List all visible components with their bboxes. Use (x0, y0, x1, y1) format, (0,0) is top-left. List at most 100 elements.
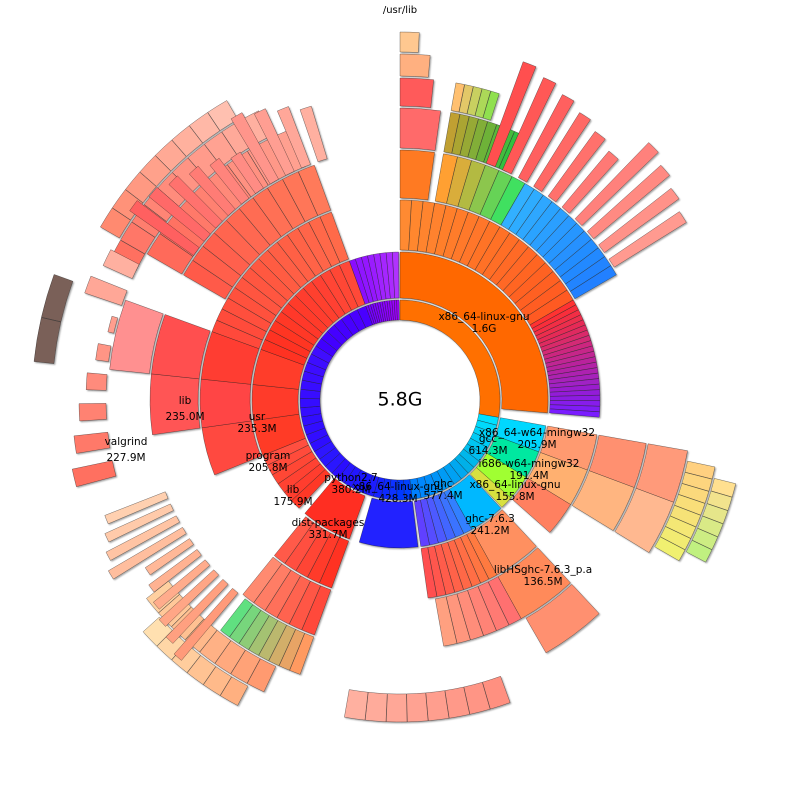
ring5-gcc-1[interactable] (681, 472, 713, 492)
ring1-x86_64-linux-gnu[interactable] (399, 251, 549, 414)
spoke-ne-2[interactable] (518, 94, 575, 183)
ring4-dist-2[interactable] (268, 624, 296, 666)
spoke-sw-7[interactable] (105, 515, 180, 561)
ring4-dist-6[interactable] (229, 604, 262, 644)
spoke-sw-1[interactable] (165, 578, 229, 644)
spoke-nw-2[interactable] (168, 175, 223, 229)
ring7-valgrind-1[interactable] (41, 274, 74, 322)
ring4-b-3[interactable] (467, 118, 488, 160)
spoke-nw-1[interactable] (148, 186, 211, 242)
ring1-dist-packages[interactable] (304, 477, 366, 540)
spoke-sw-2[interactable] (158, 569, 220, 627)
ring4-i686[interactable] (614, 487, 674, 553)
ring1-program[interactable] (251, 384, 300, 421)
ring3-program[interactable] (149, 373, 201, 436)
ring4-b-1[interactable] (451, 114, 470, 156)
ring5-b-2[interactable] (466, 86, 483, 116)
ring5-ghc-6[interactable] (364, 692, 388, 722)
ring3-c-11[interactable] (570, 265, 617, 300)
spoke-ne-4[interactable] (547, 131, 606, 203)
ring1-x86_64-linux-gnu-b[interactable] (358, 497, 419, 549)
ring4-b-0[interactable] (443, 112, 461, 154)
spoke-ne-3[interactable] (533, 112, 591, 192)
spoke-nw-9[interactable] (299, 105, 328, 162)
ring5-ghc-3[interactable] (425, 690, 450, 721)
spoke-ne-1[interactable] (502, 77, 557, 175)
spoke-w-7[interactable] (102, 249, 140, 279)
ring6-misc-6[interactable] (189, 112, 221, 144)
ring5-gcc-2[interactable] (678, 483, 709, 504)
ring4-b-2[interactable] (459, 116, 479, 158)
spoke-ne-8[interactable] (598, 187, 680, 253)
ring5-b-3[interactable] (474, 88, 491, 119)
ring6-dist-0[interactable] (220, 676, 249, 706)
spoke-nw-4[interactable] (209, 157, 250, 205)
spoke-w-4[interactable] (95, 343, 112, 362)
ring6-gcc-4[interactable] (691, 528, 718, 550)
ring5-b-1[interactable] (458, 84, 474, 114)
ring6-misc-2[interactable] (125, 171, 157, 204)
spoke-w-1[interactable] (73, 431, 111, 454)
spoke-ne-7[interactable] (586, 164, 670, 239)
ring6-gcc-0[interactable] (710, 478, 736, 498)
ring5-ghc-2[interactable] (444, 686, 470, 719)
spoke-w-3[interactable] (85, 372, 108, 391)
ring6-misc-0[interactable] (100, 207, 131, 239)
ring5-misc-1[interactable] (120, 221, 156, 255)
ring7-a[interactable] (399, 31, 420, 53)
spoke-w-2[interactable] (78, 403, 107, 422)
ring6-misc-4[interactable] (155, 139, 187, 172)
spoke-w-0[interactable] (71, 460, 117, 487)
ring0-x86_64-linux-gnu-b-1[interactable] (396, 479, 405, 501)
spoke-nw-8[interactable] (277, 106, 311, 169)
ring2-ghc-misc-7[interactable] (420, 547, 438, 599)
ring4-b-4[interactable] (475, 121, 497, 163)
spoke-sw-4[interactable] (148, 549, 202, 593)
ring4-dist-4[interactable] (248, 615, 279, 656)
ring3-a-0[interactable] (399, 149, 435, 201)
ring4-dist-0[interactable] (289, 633, 315, 675)
ring5-ghc-5[interactable] (386, 693, 408, 723)
ring1-gcc-misc[interactable] (469, 467, 512, 508)
total-size-label[interactable]: 5.8G (378, 389, 423, 411)
ring1-ghc-misc-5[interactable] (414, 499, 430, 547)
ring6-dist-1[interactable] (203, 666, 232, 696)
ring4-dist-5[interactable] (238, 609, 270, 650)
ring3-dist-5[interactable] (242, 556, 283, 603)
ring5-ghc-4[interactable] (406, 692, 429, 723)
ring5-dist-1[interactable] (230, 649, 261, 684)
ring2-x86_64-linux-gnu-fine-21[interactable] (549, 408, 600, 418)
ring5-gcc-3[interactable] (674, 494, 706, 516)
ring5-dist-3[interactable] (199, 629, 232, 664)
ring5-dist-2[interactable] (214, 640, 246, 675)
ring6-misc-3[interactable] (139, 155, 171, 187)
ring5-gcc-7[interactable] (654, 536, 686, 562)
ring4-a[interactable] (399, 107, 441, 151)
spoke-sw-5[interactable] (144, 538, 194, 576)
ring6-gcc-3[interactable] (697, 515, 724, 538)
spoke-sw-9[interactable] (104, 491, 169, 525)
ring5-ghc-1[interactable] (463, 682, 491, 715)
ring2-lib[interactable] (201, 420, 262, 476)
ring4-dist-7[interactable] (220, 598, 254, 638)
spoke-nw-7[interactable] (254, 108, 295, 176)
ring5-b-0[interactable] (450, 82, 465, 113)
ring2-gcc-linux[interactable] (512, 478, 571, 533)
ring4-libHSghc[interactable] (525, 584, 600, 654)
ring3-i686[interactable] (571, 470, 635, 531)
spoke-nw-6[interactable] (230, 112, 279, 185)
ring7-valgrind-0[interactable] (33, 317, 62, 364)
spoke-ne-0[interactable] (485, 61, 537, 167)
ring5-gcc-0[interactable] (684, 460, 716, 480)
ring0-small-8[interactable] (299, 398, 321, 408)
ring5-gcc-6[interactable] (660, 526, 691, 550)
ring6-gcc-2[interactable] (702, 503, 729, 524)
ring0-tail-13[interactable] (396, 299, 400, 321)
spoke-ne-5[interactable] (561, 150, 619, 214)
spoke-sw-6[interactable] (108, 527, 187, 580)
spoke-nw-5[interactable] (230, 151, 264, 194)
ring5-b-4[interactable] (482, 90, 500, 121)
ring5-dist-0[interactable] (246, 658, 277, 693)
ring6-gcc-1[interactable] (706, 490, 733, 511)
spoke-ne-9[interactable] (608, 211, 687, 268)
